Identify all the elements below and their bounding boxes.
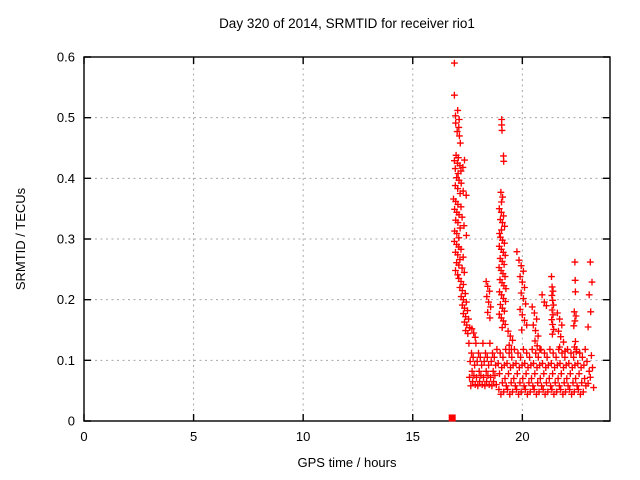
data-points bbox=[450, 59, 597, 398]
x-tick-label: 0 bbox=[80, 429, 87, 444]
x-tick-label: 5 bbox=[190, 429, 197, 444]
x-tick-label: 20 bbox=[515, 429, 529, 444]
y-tick-label: 0.2 bbox=[57, 292, 75, 307]
zero-marker bbox=[448, 414, 456, 422]
y-axis-label: SRMTID / TECUs bbox=[13, 187, 28, 290]
x-tick-label: 10 bbox=[296, 429, 310, 444]
y-tick-label: 0.4 bbox=[57, 171, 75, 186]
x-axis-label: GPS time / hours bbox=[298, 455, 397, 470]
x-tick-label: 15 bbox=[406, 429, 420, 444]
axis-ticks bbox=[83, 56, 610, 422]
chart-title: Day 320 of 2014, SRMTID for receiver rio… bbox=[219, 16, 475, 31]
y-tick-label: 0.6 bbox=[57, 50, 75, 65]
y-tick-label: 0 bbox=[68, 414, 75, 429]
gridlines bbox=[84, 57, 610, 421]
y-tick-label: 0.5 bbox=[57, 110, 75, 125]
y-tick-label: 0.3 bbox=[57, 232, 75, 247]
y-tick-label: 0.1 bbox=[57, 353, 75, 368]
